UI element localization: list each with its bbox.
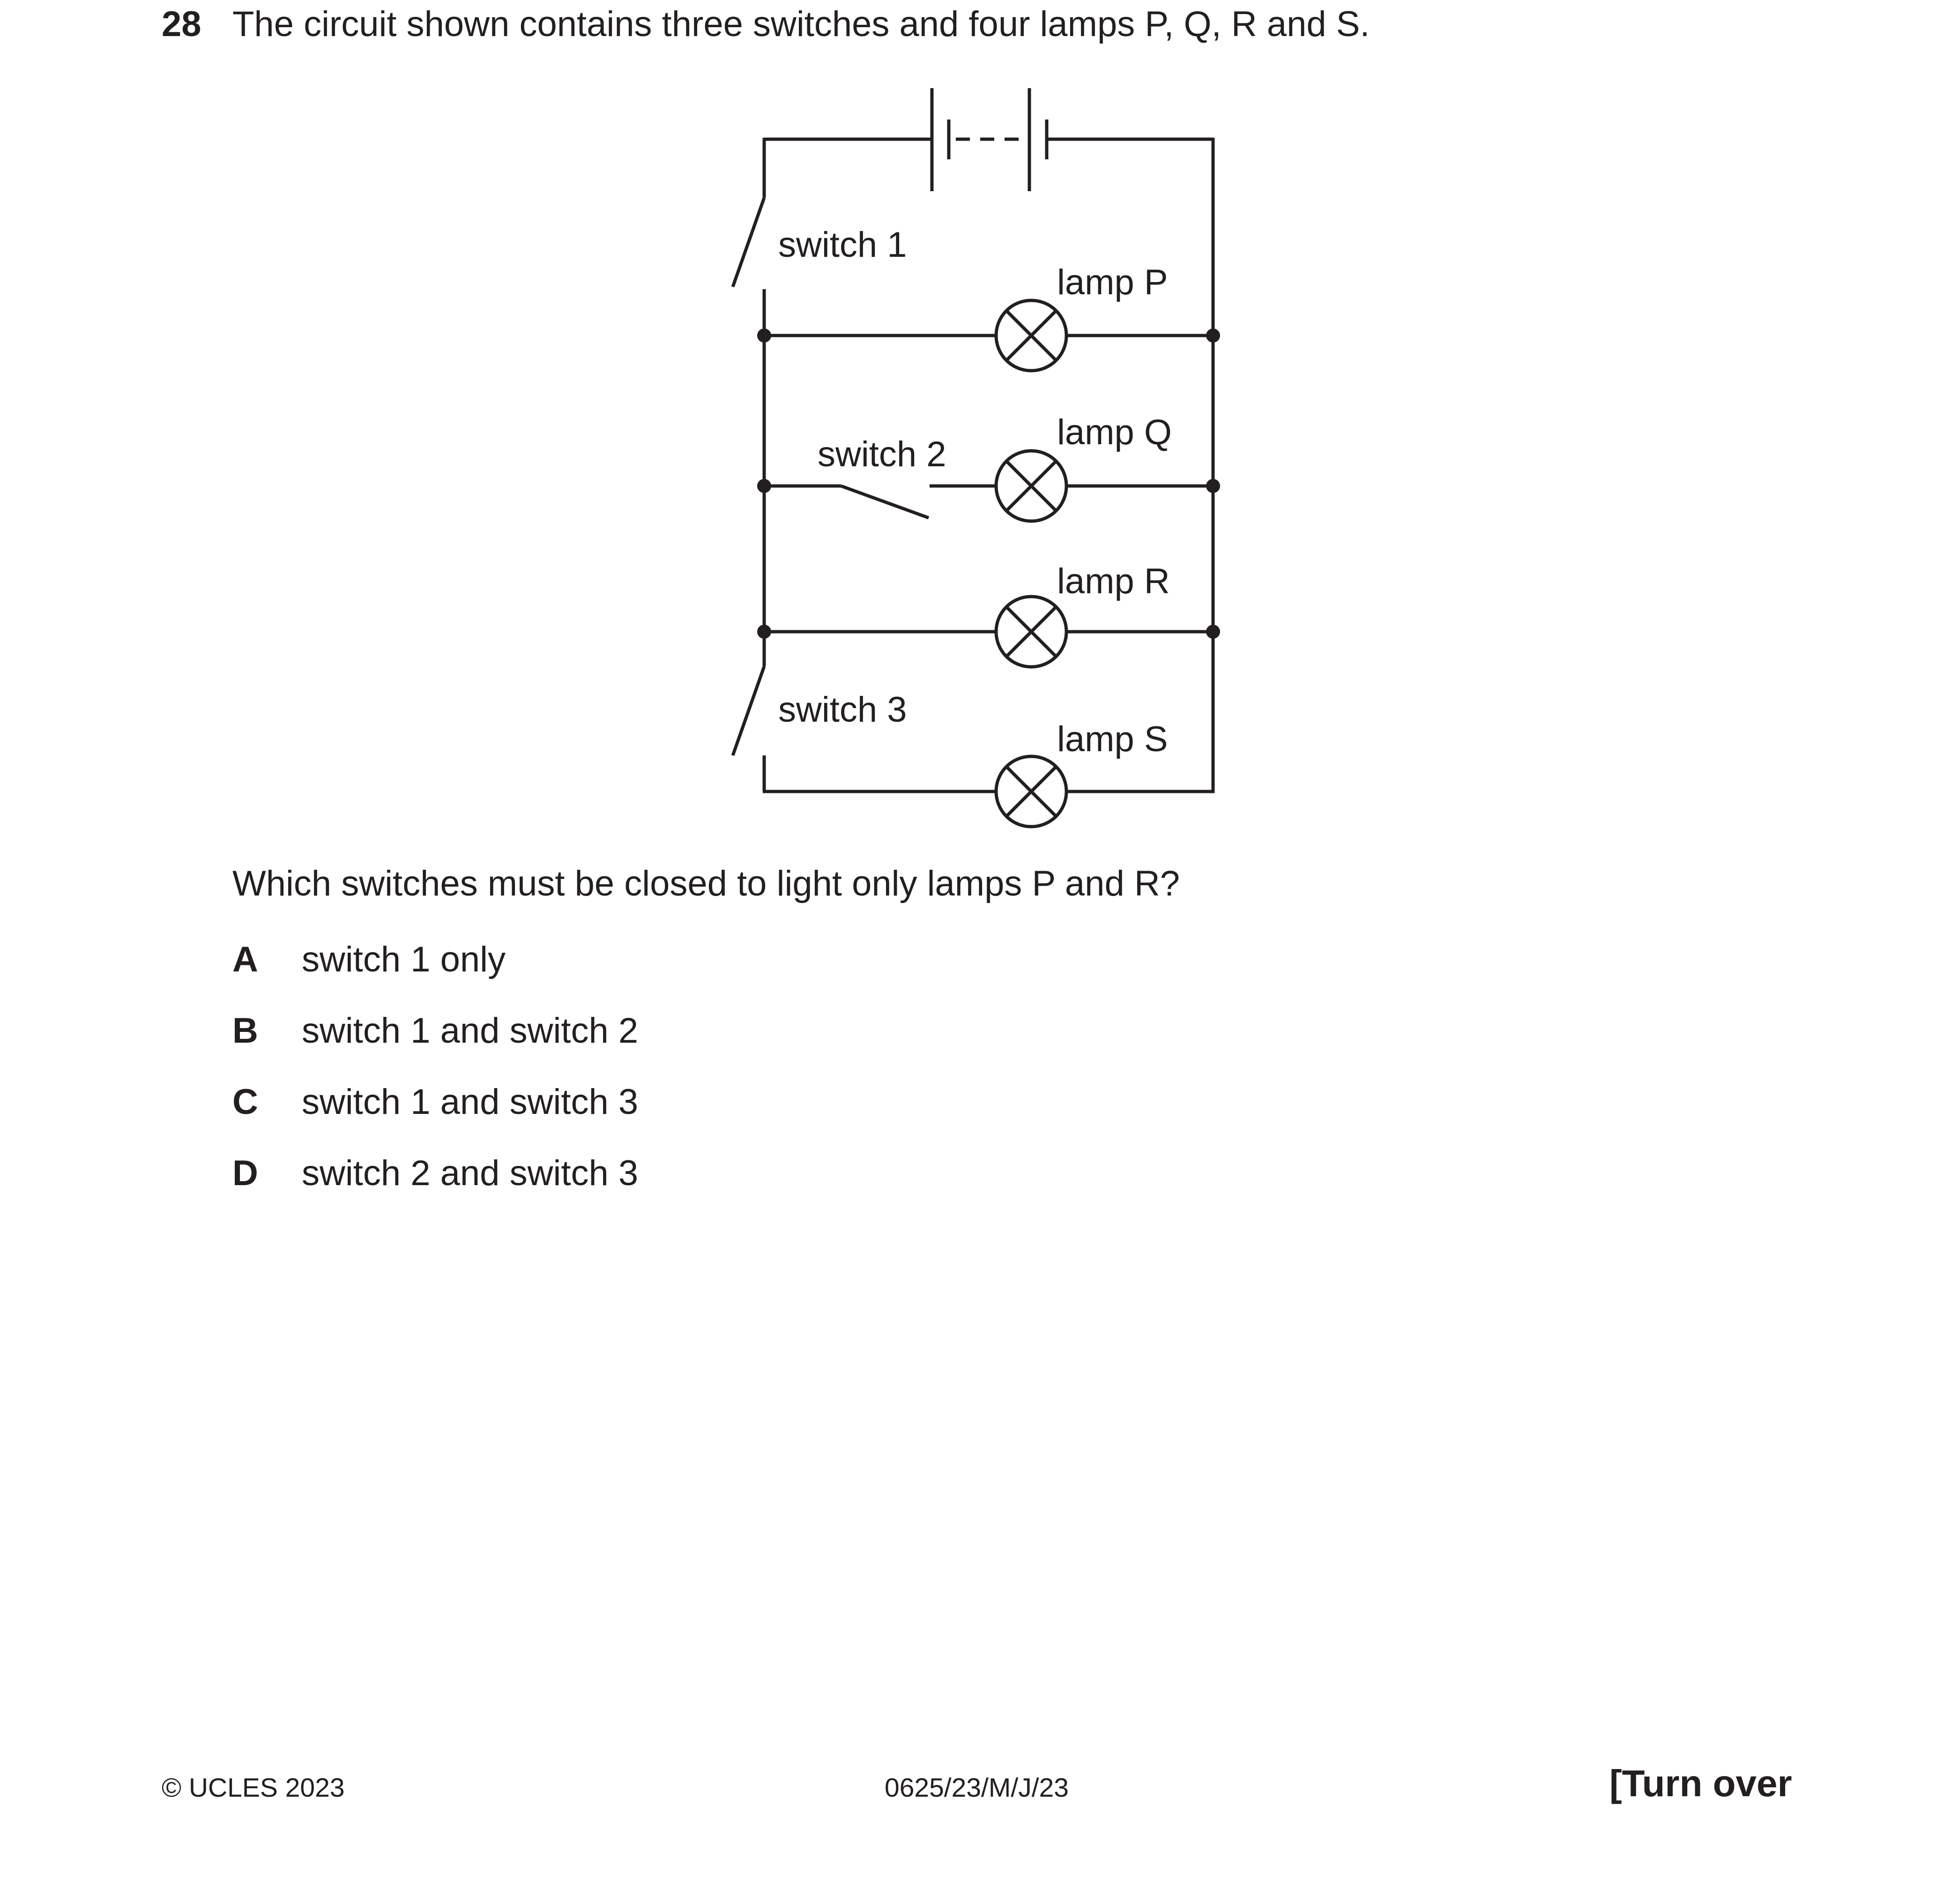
switch-2-icon bbox=[840, 484, 930, 520]
switch-2-label: switch 2 bbox=[818, 434, 946, 474]
junction-dot-icon bbox=[1206, 479, 1220, 493]
option-b-letter: B bbox=[232, 1011, 258, 1051]
lamp-p-icon bbox=[994, 299, 1068, 373]
junction-dot-icon bbox=[1206, 625, 1220, 639]
switch-3-icon bbox=[731, 665, 766, 756]
lamp-r-label: lamp R bbox=[1057, 561, 1170, 601]
lamp-p-label: lamp P bbox=[1057, 262, 1168, 302]
junction-dot-icon bbox=[757, 329, 771, 343]
lamp-s-icon bbox=[994, 754, 1068, 829]
option-b-text: switch 1 and switch 2 bbox=[302, 1011, 639, 1051]
lamp-q-icon bbox=[994, 449, 1068, 523]
option-c-letter: C bbox=[232, 1082, 258, 1122]
option-a-letter: A bbox=[232, 940, 258, 979]
junction-dot-icon bbox=[757, 479, 771, 493]
option-c-text: switch 1 and switch 3 bbox=[302, 1082, 639, 1122]
switch-1-label: switch 1 bbox=[778, 225, 907, 265]
footer-copyright: © UCLES 2023 bbox=[162, 1773, 345, 1803]
lamp-r-icon bbox=[994, 595, 1068, 669]
lamp-s-label: lamp S bbox=[1057, 719, 1168, 759]
option-d-text: switch 2 and switch 3 bbox=[302, 1153, 639, 1193]
lamp-q-label: lamp Q bbox=[1057, 412, 1172, 452]
junction-dot-icon bbox=[757, 625, 771, 639]
option-d-letter: D bbox=[232, 1153, 258, 1193]
battery-icon bbox=[764, 88, 1213, 191]
option-a-text: switch 1 only bbox=[302, 940, 506, 979]
footer-turn-over: [Turn over bbox=[1609, 1762, 1792, 1804]
question-number: 28 bbox=[162, 4, 201, 44]
question-prompt: Which switches must be closed to light o… bbox=[232, 864, 1180, 903]
junction-dot-icon bbox=[1206, 329, 1220, 343]
switch-1-icon bbox=[731, 197, 766, 288]
switch-3-label: switch 3 bbox=[778, 690, 907, 730]
junction-dots bbox=[757, 329, 1220, 639]
footer-paper-code: 0625/23/M/J/23 bbox=[885, 1773, 1069, 1803]
question-text: The circuit shown contains three switche… bbox=[232, 4, 1370, 44]
